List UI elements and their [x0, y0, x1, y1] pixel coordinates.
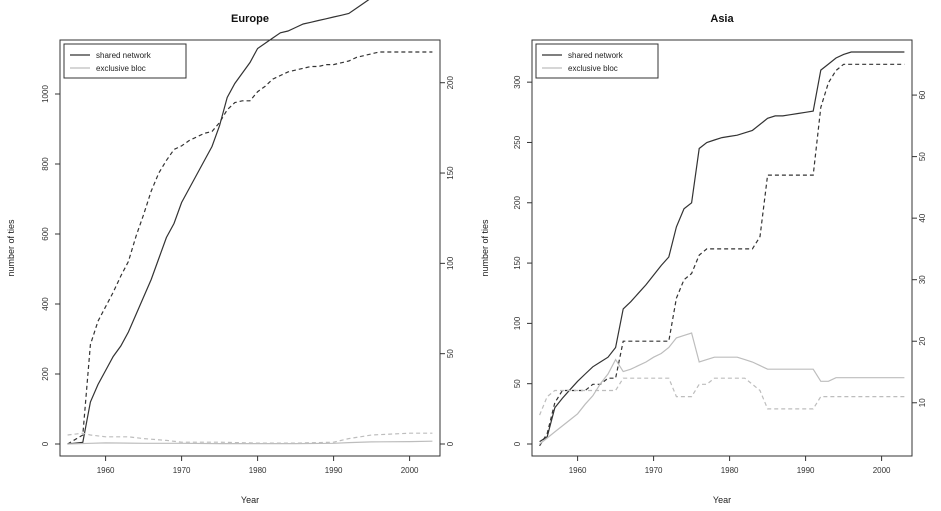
x-axis-label: Year [713, 495, 731, 505]
chart-title: Europe [231, 13, 269, 25]
legend: shared network exclusive bloc [63, 43, 187, 79]
legend: shared network exclusive bloc [535, 43, 659, 79]
y-tick-label: 200 [41, 367, 50, 381]
series-line-exclusive-bloc-solid [539, 332, 905, 445]
y-right-tick-label: 60 [918, 90, 927, 99]
x-tick-label: 2000 [401, 466, 419, 475]
y-tick-label: 200 [513, 196, 522, 210]
y-right-tick-label: 30 [918, 275, 927, 284]
series-line-exclusive-bloc-dashed [67, 432, 433, 444]
chart-panel-asia: Asia 1960 1970 1980 1990 2000 Year 0 50 100 150 200… [480, 13, 927, 505]
y-right-tick-label: 0 [446, 441, 455, 446]
y-right-tick-label: 100 [446, 256, 455, 270]
x-tick-label: 1960 [97, 466, 115, 475]
series-line-shared-network-solid [539, 51, 905, 443]
y-right-tick-label: 50 [446, 349, 455, 358]
x-tick-label: 1990 [325, 466, 343, 475]
y-axis-label: number of ties [480, 219, 490, 277]
legend-entry: exclusive bloc [96, 64, 146, 73]
x-tick-label: 1980 [721, 466, 739, 475]
legend-box [535, 43, 659, 79]
x-tick-label: 1980 [249, 466, 267, 475]
y-right-tick-label: 40 [918, 213, 927, 222]
y-right-tick-label: 10 [918, 398, 927, 407]
y-tick-label: 50 [513, 379, 522, 388]
legend-box [63, 43, 187, 79]
legend-entry: exclusive bloc [568, 64, 618, 73]
series-line-shared-network-solid [67, 0, 370, 445]
legend-entry: shared network [568, 51, 624, 60]
plot-frame [59, 39, 441, 457]
x-tick-label: 1970 [173, 466, 191, 475]
x-tick-label: 1970 [645, 466, 663, 475]
x-axis-label: Year [241, 495, 259, 505]
chart-title: Asia [710, 13, 734, 25]
y-tick-label: 0 [41, 441, 50, 446]
plot-frame [531, 39, 913, 457]
y-axis-label: number of ties [6, 219, 16, 277]
x-tick-label: 1960 [569, 466, 587, 475]
x-tick-label: 2000 [873, 466, 891, 475]
y-tick-label: 600 [41, 227, 50, 241]
y-tick-label: 300 [513, 75, 522, 89]
y-tick-label: 1000 [41, 85, 50, 103]
x-tick-label: 1990 [797, 466, 815, 475]
y-right-tick-label: 20 [918, 336, 927, 345]
y-tick-label: 400 [41, 297, 50, 311]
y-tick-label: 100 [513, 316, 522, 330]
series-line-exclusive-bloc-dashed [539, 377, 905, 416]
y-right-tick-label: 200 [446, 75, 455, 89]
y-right-tick-label: 150 [446, 166, 455, 180]
legend-entry: shared network [96, 51, 152, 60]
y-right-tick-label: 50 [918, 152, 927, 161]
series-group [67, 0, 433, 445]
y-tick-label: 150 [513, 256, 522, 270]
series-line-shared-network-dashed [539, 63, 905, 447]
y-tick-label: 250 [513, 135, 522, 149]
series-group [539, 51, 905, 447]
series-line-shared-network-dashed [67, 51, 433, 445]
y-tick-label: 800 [41, 157, 50, 171]
y-tick-label: 0 [513, 441, 522, 446]
